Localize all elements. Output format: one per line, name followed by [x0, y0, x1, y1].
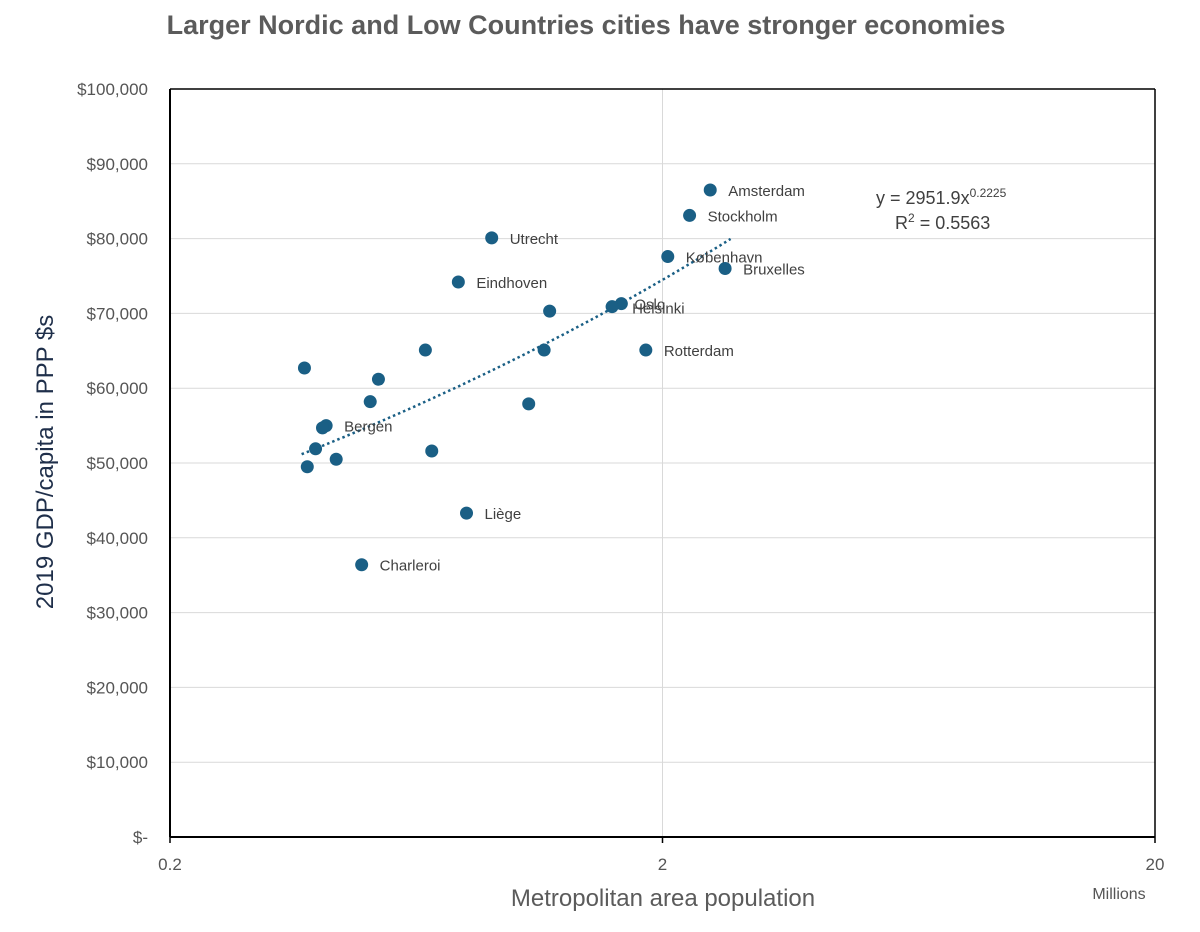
y-tick-label: $50,000 [87, 454, 148, 473]
x-tick-label: 2 [658, 855, 667, 874]
y-tick-label: $- [133, 828, 148, 847]
trendline-equation: y = 2951.9x0.2225 [876, 186, 1007, 208]
data-points [297, 183, 732, 572]
data-point [297, 361, 311, 375]
point-label: Utrecht [510, 231, 559, 248]
data-point [451, 275, 465, 289]
data-point [522, 397, 536, 411]
data-point [329, 452, 343, 466]
data-point [605, 300, 619, 314]
data-point [363, 395, 377, 409]
y-axis-label: 2019 GDP/capita in PPP $s [32, 315, 59, 609]
point-label: Eindhoven [476, 275, 547, 292]
data-point [485, 231, 499, 245]
x-axis-label: Metropolitan area population [511, 885, 815, 912]
point-label: Bergen [344, 419, 392, 436]
x-tick-label: 20 [1146, 855, 1165, 874]
y-tick-label: $80,000 [87, 230, 148, 249]
y-tick-label: $90,000 [87, 155, 148, 174]
y-tick-label: $70,000 [87, 304, 148, 323]
point-label: Stockholm [708, 208, 778, 225]
data-point [371, 372, 385, 386]
tick-labels: $100,000 $90,000 $80,000 $70,000 $60,000 $50,… [77, 80, 1164, 874]
data-point [661, 250, 675, 264]
x-axis-units: Millions [1092, 886, 1145, 903]
data-point [537, 343, 551, 357]
trendline-group [301, 237, 732, 456]
point-label: Charleroi [380, 558, 441, 575]
y-tick-label: $100,000 [77, 80, 148, 99]
point-label: Oslo [634, 297, 665, 314]
data-point [460, 506, 474, 520]
data-point [355, 558, 369, 572]
data-point [639, 343, 653, 357]
x-tick-label: 0.2 [158, 855, 182, 874]
point-label: Amsterdam [728, 183, 805, 200]
point-label: Helsinki [632, 301, 685, 318]
data-point [543, 304, 557, 318]
trendline-r2: R2 = 0.5563 [895, 211, 990, 233]
axes [169, 88, 1156, 843]
data-point [309, 442, 323, 456]
y-tick-label: $40,000 [87, 529, 148, 548]
point-label: Liège [485, 506, 522, 523]
data-point [300, 460, 314, 474]
data-point [718, 262, 732, 276]
point-label: København [686, 250, 763, 267]
data-point [425, 444, 439, 458]
data-point [315, 421, 329, 435]
data-point [703, 183, 717, 197]
point-label: Rotterdam [664, 343, 734, 360]
gridlines [170, 88, 1155, 837]
chart-title: Larger Nordic and Low Countries cities h… [166, 10, 1006, 40]
y-tick-label: $60,000 [87, 379, 148, 398]
point-labels: Amsterdam Stockholm Utrecht KøbenhavnBruxel… [344, 183, 805, 575]
data-point [683, 208, 697, 222]
y-tick-label: $30,000 [87, 604, 148, 623]
point-label: Bruxelles [743, 262, 805, 279]
trendline [301, 237, 732, 456]
data-point [418, 343, 432, 357]
y-tick-label: $20,000 [87, 678, 148, 697]
y-tick-label: $10,000 [87, 753, 148, 772]
